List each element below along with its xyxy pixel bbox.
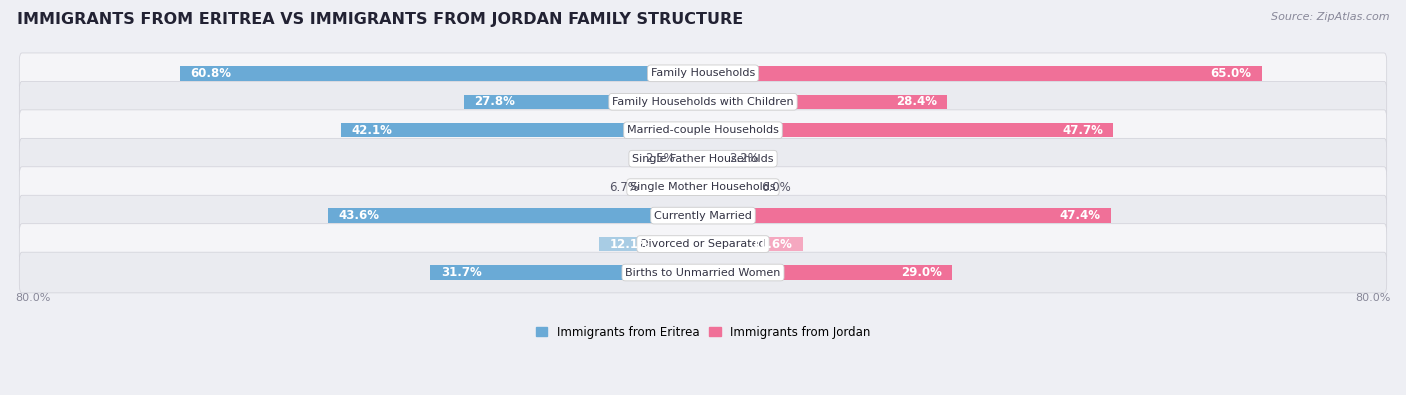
Text: Divorced or Separated: Divorced or Separated xyxy=(640,239,766,249)
FancyBboxPatch shape xyxy=(20,195,1386,236)
Text: 47.4%: 47.4% xyxy=(1059,209,1101,222)
Bar xyxy=(703,237,803,251)
Text: Single Father Households: Single Father Households xyxy=(633,154,773,164)
Text: 43.6%: 43.6% xyxy=(339,209,380,222)
Bar xyxy=(703,66,1263,81)
Text: 60.8%: 60.8% xyxy=(190,67,232,80)
Text: 28.4%: 28.4% xyxy=(896,95,936,108)
Text: 2.2%: 2.2% xyxy=(728,152,759,165)
Bar xyxy=(703,151,721,166)
Text: 31.7%: 31.7% xyxy=(440,266,481,279)
Text: 80.0%: 80.0% xyxy=(1355,293,1391,303)
Bar xyxy=(682,151,703,166)
Text: 6.0%: 6.0% xyxy=(762,181,792,194)
FancyBboxPatch shape xyxy=(20,138,1386,179)
Text: Currently Married: Currently Married xyxy=(654,211,752,220)
Text: Family Households with Children: Family Households with Children xyxy=(612,97,794,107)
FancyBboxPatch shape xyxy=(20,81,1386,122)
Bar xyxy=(645,180,703,194)
FancyBboxPatch shape xyxy=(20,167,1386,207)
Bar xyxy=(464,94,703,109)
FancyBboxPatch shape xyxy=(20,110,1386,150)
Text: Source: ZipAtlas.com: Source: ZipAtlas.com xyxy=(1271,12,1389,22)
Bar xyxy=(703,209,1111,223)
FancyBboxPatch shape xyxy=(20,53,1386,94)
Text: Births to Unmarried Women: Births to Unmarried Women xyxy=(626,267,780,278)
Text: 80.0%: 80.0% xyxy=(15,293,51,303)
Text: 11.6%: 11.6% xyxy=(752,237,793,250)
Text: Married-couple Households: Married-couple Households xyxy=(627,125,779,135)
Text: 42.1%: 42.1% xyxy=(352,124,392,137)
Text: 6.7%: 6.7% xyxy=(609,181,638,194)
Bar xyxy=(430,265,703,280)
Bar xyxy=(703,94,948,109)
Text: 65.0%: 65.0% xyxy=(1211,67,1251,80)
Bar xyxy=(340,123,703,137)
Bar xyxy=(599,237,703,251)
Text: 47.7%: 47.7% xyxy=(1062,124,1102,137)
Bar xyxy=(180,66,703,81)
Bar xyxy=(703,265,952,280)
Text: 12.1%: 12.1% xyxy=(609,237,650,250)
FancyBboxPatch shape xyxy=(20,224,1386,264)
Text: IMMIGRANTS FROM ERITREA VS IMMIGRANTS FROM JORDAN FAMILY STRUCTURE: IMMIGRANTS FROM ERITREA VS IMMIGRANTS FR… xyxy=(17,12,744,27)
Text: Single Mother Households: Single Mother Households xyxy=(630,182,776,192)
Legend: Immigrants from Eritrea, Immigrants from Jordan: Immigrants from Eritrea, Immigrants from… xyxy=(531,321,875,343)
Text: Family Households: Family Households xyxy=(651,68,755,78)
Text: 29.0%: 29.0% xyxy=(901,266,942,279)
FancyBboxPatch shape xyxy=(20,252,1386,293)
Bar xyxy=(328,209,703,223)
Text: 2.5%: 2.5% xyxy=(645,152,675,165)
Bar xyxy=(703,123,1114,137)
Text: 27.8%: 27.8% xyxy=(474,95,515,108)
Bar xyxy=(703,180,755,194)
